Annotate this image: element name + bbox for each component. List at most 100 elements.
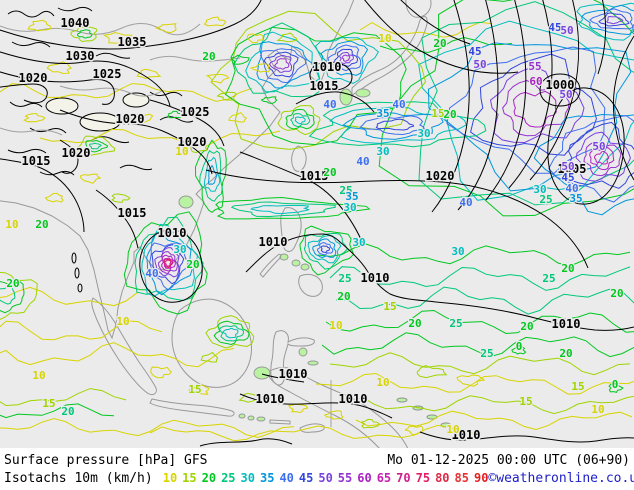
isotach-contour xyxy=(256,41,315,89)
isotach-label: 40 xyxy=(565,182,578,195)
isotach-contour xyxy=(205,74,230,84)
isobar-1015-ridge xyxy=(239,151,365,247)
isotach-contour xyxy=(294,116,306,125)
isobar-1015-japan xyxy=(295,91,375,113)
isotach-label: 10 xyxy=(329,319,342,332)
isotach-label: 40 xyxy=(356,155,369,168)
isotach-label: 10 xyxy=(32,369,45,382)
isotach-contour xyxy=(27,19,53,32)
terrain-squiggle xyxy=(119,164,153,171)
isotach-contour xyxy=(0,272,38,320)
isotach-contour xyxy=(375,118,415,131)
pressure-label: 1010 xyxy=(313,60,342,74)
legend-pressure-title: Surface pressure [hPa] GFS xyxy=(4,453,208,468)
isotach-contour xyxy=(0,417,295,439)
isotach-label: 35 xyxy=(345,190,358,203)
isotach-label: 10 xyxy=(5,218,18,231)
pressure-label: 1020 xyxy=(62,146,91,160)
isotach-contour xyxy=(151,244,185,285)
isotach-contour xyxy=(188,384,210,395)
isobar-1005-low xyxy=(547,87,625,205)
island-andaman-2 xyxy=(74,267,80,279)
isotach-contour xyxy=(285,108,315,130)
scale-value-80: 80 xyxy=(435,471,450,485)
isobar-fan-3 xyxy=(485,0,527,201)
land-sumbawa xyxy=(256,416,266,422)
border-squiggle xyxy=(149,55,241,62)
isobar-fan-7 xyxy=(612,35,634,181)
isotach-contour xyxy=(199,149,223,202)
isotach-contour xyxy=(249,63,271,73)
legend-row-1: Surface pressure [hPa] GFS Mo 01-12-2025… xyxy=(0,453,634,468)
isotach-contour xyxy=(190,142,208,154)
isotach-label: 15 xyxy=(188,383,201,396)
isotach-contour xyxy=(203,156,221,192)
isotach-label: 20 xyxy=(337,290,350,303)
isotach-label: 35 xyxy=(569,192,582,205)
pressure-label: 1020 xyxy=(116,112,145,126)
isobar-1010-cyclone xyxy=(139,229,203,303)
isotach-contour xyxy=(194,139,227,214)
isotach-contour xyxy=(146,232,193,296)
pressure-label: 1005 xyxy=(558,162,587,176)
isotach-contour xyxy=(533,113,634,216)
isotach-contour xyxy=(593,150,610,165)
terrain-squiggle xyxy=(95,52,131,59)
isotach-label: 55 xyxy=(528,60,541,73)
scale-value-20: 20 xyxy=(201,471,217,485)
isotach-label: 30 xyxy=(352,236,365,249)
scale-value-65: 65 xyxy=(376,471,392,485)
isotach-contour xyxy=(268,54,292,73)
isotach-contour xyxy=(0,388,127,407)
pressure-label: 1025 xyxy=(181,105,210,119)
isotach-label: 20 xyxy=(202,50,215,63)
isotach-contour xyxy=(359,115,425,136)
pressure-label: 1015 xyxy=(118,206,147,220)
isotach-contour xyxy=(150,366,172,379)
isotach-contour xyxy=(308,101,487,148)
isotach-contour xyxy=(327,44,362,72)
scale-value-30: 30 xyxy=(240,471,255,485)
isotach-contour xyxy=(203,16,227,27)
land-sulawesi xyxy=(270,330,315,386)
isotach-contour xyxy=(88,142,102,150)
isobar-1020-c xyxy=(59,139,79,174)
isotach-contour xyxy=(329,352,631,376)
scale-value-85: 85 xyxy=(454,471,469,485)
scale-value-75: 75 xyxy=(415,471,431,485)
scale-value-40: 40 xyxy=(279,471,294,485)
isobar-1010-ng-b xyxy=(239,393,393,419)
legend-row-2: Isotachs 10m (km/h) 10 15 20 25 30 35 40 45 50 55… xyxy=(0,471,634,486)
isotach-contour xyxy=(290,113,311,128)
isotach-contour xyxy=(446,46,606,174)
land-ceram xyxy=(307,360,319,366)
isotach-contour xyxy=(163,258,173,269)
isotach-contour xyxy=(342,111,444,140)
isotach-label: 30 xyxy=(173,243,186,256)
isobar-1025-b xyxy=(149,99,225,147)
isotach-contours xyxy=(0,0,634,442)
isotach-label: 25 xyxy=(542,272,555,285)
isotach-contour xyxy=(287,403,309,414)
pressure-isobars xyxy=(0,0,634,447)
isotach-contour xyxy=(213,320,250,346)
isotach-contour xyxy=(0,403,115,419)
isotach-contour xyxy=(321,332,634,358)
isotach-label: 20 xyxy=(610,287,623,300)
land-mindanao xyxy=(298,273,323,297)
isotach-contour xyxy=(316,242,334,256)
terrain-squiggle xyxy=(11,41,51,48)
land-flores xyxy=(269,419,291,425)
isotach-contour xyxy=(303,232,348,270)
terrain-squiggle xyxy=(57,6,93,12)
isotach-label: 30 xyxy=(343,201,356,214)
isotach-contour xyxy=(489,65,585,144)
isotach-label: 10 xyxy=(591,403,604,416)
landmasses xyxy=(0,0,452,449)
pressure-label: 1010 xyxy=(256,392,285,406)
isotach-contour xyxy=(583,141,622,177)
scale-value-25: 25 xyxy=(221,471,236,485)
isotach-label: 20 xyxy=(408,317,421,330)
isotach-contour xyxy=(70,26,98,43)
